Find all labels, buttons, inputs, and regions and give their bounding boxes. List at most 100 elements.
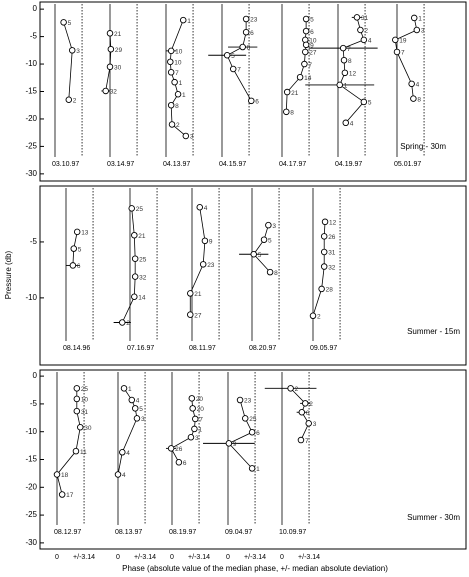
point [191,425,198,433]
point [192,415,199,423]
point [106,30,114,37]
panel-frame [39,185,467,366]
point-label: 6 [255,99,259,106]
point [236,396,244,404]
point [68,47,76,54]
point-label: 6 [250,30,254,37]
point-label: 8 [417,96,421,103]
point-label: 23 [244,398,252,405]
point [73,228,81,236]
point [69,262,77,269]
point [248,465,256,472]
date-label: 04.17.97 [279,161,306,168]
x-tick-label: 0 [280,554,284,561]
point [171,78,178,86]
profile-line [189,207,206,315]
point [73,395,81,403]
point-label: 8 [348,58,352,65]
point-label: 27 [194,312,202,319]
x-axis-label: Phase (absolute value of the median phas… [122,564,388,573]
y-tick-label: 0 [33,371,38,380]
point [283,88,291,96]
point-label: 13 [81,230,89,237]
point [128,205,135,212]
point [266,268,274,276]
point [301,60,308,68]
point [73,385,81,392]
point-label: 6 [256,430,260,437]
date-label: 04.13.97 [163,161,190,168]
profile-line [105,33,112,92]
point-label: 3 [76,48,80,55]
point-label: 1 [256,466,260,473]
point-label: 5 [368,100,372,107]
point [196,204,204,211]
point-label: 8 [274,270,278,277]
point [248,97,255,105]
profile-line [253,225,271,273]
point-label: 19 [399,38,407,45]
point-label: 4 [204,205,208,212]
point [298,408,306,416]
point-label: 7 [237,67,241,74]
point [239,43,246,51]
point-label: 8 [247,45,251,52]
date-label: 09.04.97 [225,529,252,536]
point-label: 8 [175,103,179,110]
point [297,436,305,444]
point-label: 7 [199,417,203,424]
point-label: 6 [310,29,314,36]
point-label: 31 [81,409,89,416]
y-tick-label: -10 [25,427,37,436]
point [242,15,250,23]
point-label: 1 [182,92,186,99]
point [241,415,249,422]
point [250,250,257,258]
point [392,36,399,44]
y-tick-label: -5 [30,32,38,41]
point-label: 1 [198,427,202,434]
point [296,73,304,81]
point-label: 12 [329,220,337,227]
point [283,108,290,116]
point [248,429,256,436]
point-label: 29 [115,47,123,54]
point-label: 26 [328,234,336,241]
point-label: 1 [187,18,191,25]
point [189,405,196,412]
point-label: 7 [347,46,351,53]
point-label: 5 [139,406,143,413]
y-tick-label: -30 [25,538,37,547]
x-tick-label: +/-3.14 [244,554,266,561]
point [265,221,272,229]
point-label: 8 [290,110,294,117]
y-tick-label: -10 [25,293,37,302]
point [320,233,328,240]
point [107,45,115,53]
point-label: 18 [61,472,69,479]
date-label: 03.10.97 [52,161,79,168]
y-tick-label: -20 [25,482,37,491]
point-label: 20 [197,406,205,413]
point [408,80,415,88]
point-label: 1 [179,80,183,87]
y-tick-label: -15 [25,87,37,96]
point-label: 2 [295,386,299,393]
point [182,132,190,140]
panel-label: Summer - 30m [407,513,460,522]
point-label: 32 [110,89,118,96]
x-tick-label: 0 [170,554,174,561]
point-label: 31 [328,250,336,257]
y-tick-label: -5 [30,399,38,408]
point [60,19,67,26]
point-label: 2 [176,122,180,129]
point [118,319,126,326]
point [167,101,175,109]
point [201,237,209,245]
point [187,290,194,297]
point-label: 2 [317,313,321,320]
point-label: 21 [138,233,146,240]
point-label: 9 [310,43,314,50]
point-label: 23 [250,17,258,24]
